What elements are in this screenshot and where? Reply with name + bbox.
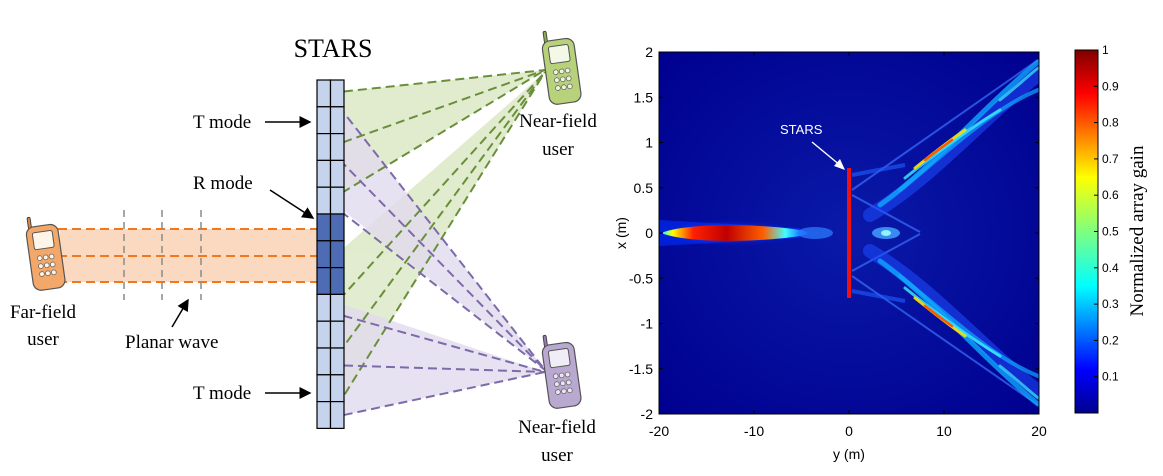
planar-wave-lines: [58, 228, 318, 283]
x-tick-label: 20: [1031, 423, 1047, 439]
stars-t-element: [329, 133, 345, 162]
near-field-user-bottom-line2: user: [541, 445, 573, 466]
colorbar-tick-label: 0.1: [1102, 370, 1119, 384]
near-field-user-bottom-line1: Near-field: [518, 417, 596, 438]
wavefront-lines: [123, 210, 202, 300]
y-tick-label: -1: [641, 316, 654, 332]
x-axis-label: y (m): [833, 446, 865, 462]
colorbar-tick-label: 0.7: [1102, 152, 1119, 166]
y-tick-label: 1: [645, 135, 653, 151]
colorbar-ticks: 1 0.9 0.8 0.7 0.6 0.5 0.4 0.3 0.2 0.1: [1094, 43, 1119, 384]
x-tick-label: -20: [649, 423, 669, 439]
upper-focus-bundle: [863, 59, 1039, 222]
stars-title: STARS: [294, 34, 373, 63]
y-tick-label: 0.5: [634, 180, 654, 196]
purple-beam-lines: [329, 94, 546, 419]
x-tick-label: -10: [744, 423, 764, 439]
heatmap-plot-area: [659, 52, 1039, 414]
colorbar-tick-label: 0.3: [1102, 297, 1119, 311]
phone-icon: [541, 30, 582, 105]
near-field-user-top-line2: user: [542, 139, 574, 160]
stars-r-element: [316, 267, 332, 296]
stars-t-element: [316, 186, 332, 215]
stars-t-element: [316, 106, 332, 135]
stars-t-element: [329, 320, 345, 349]
stars-t-element: [316, 320, 332, 349]
colorbar-tick-label: 0.6: [1102, 188, 1119, 202]
stars-surface: [316, 79, 345, 430]
phone-icon: [541, 334, 582, 409]
colorbar-tick-label: 0.2: [1102, 333, 1119, 347]
stars-t-element: [329, 347, 345, 376]
colorbar-label: Normalized array gain: [1127, 145, 1148, 316]
stars-t-element: [329, 401, 345, 430]
far-field-user-line2: user: [27, 329, 59, 350]
y-tick-label: -2: [641, 406, 654, 422]
stars-r-element: [329, 267, 345, 296]
colorbar-tick-label: 1: [1102, 43, 1109, 57]
colorbar-tick-label: 0.4: [1102, 261, 1119, 275]
lower-focus-bundle: [863, 244, 1039, 407]
phone-icon: [25, 216, 66, 291]
x-tick-label: 0: [845, 423, 853, 439]
near-field-user-top-line1: Near-field: [519, 111, 597, 132]
t-mode-bottom-label: T mode: [193, 383, 251, 404]
x-axis-ticks: -20 -10 0 10 20: [649, 52, 1047, 439]
green-beam-lines: [329, 69, 546, 419]
arrow-icon: [811, 141, 842, 167]
stars-t-element: [316, 79, 332, 108]
stars-t-element: [329, 186, 345, 215]
stars-r-element: [329, 240, 345, 269]
stars-t-element: [316, 159, 332, 188]
far-field-user-line1: Far-field: [10, 302, 77, 323]
stars-r-element: [316, 240, 332, 269]
arrow-icon: [171, 298, 189, 328]
stars-t-element: [316, 293, 332, 322]
y-tick-label: -1.5: [629, 361, 653, 377]
colorbar-tick-label: 0.9: [1102, 79, 1119, 93]
y-tick-label: 1.5: [634, 89, 654, 105]
y-axis-ticks: 2 1.5 1 0.5 0 -0.5 -1 -1.5 -2: [629, 44, 1039, 422]
stars-diagram: STARS: [10, 30, 597, 466]
stars-t-element: [316, 347, 332, 376]
stars-r-element: [329, 213, 345, 242]
colorbar-tick-label: 0.8: [1102, 116, 1119, 130]
stars-t-element: [329, 374, 345, 403]
stars-t-element: [316, 374, 332, 403]
stars-t-element: [329, 106, 345, 135]
y-tick-label: 2: [645, 44, 653, 60]
planar-wave-label: Planar wave: [125, 332, 218, 353]
t-mode-top-label: T mode: [193, 112, 251, 133]
side-lobes: [851, 163, 906, 303]
colorbar-tick-label: 0.5: [1102, 225, 1119, 239]
y-tick-label: -0.5: [629, 270, 653, 286]
stars-t-element: [316, 401, 332, 430]
stars-t-element: [329, 293, 345, 322]
stars-t-element: [329, 79, 345, 108]
r-mode-label: R mode: [193, 173, 253, 194]
stars-annotation: STARS: [780, 122, 823, 137]
y-tick-label: 0: [645, 225, 653, 241]
heatmap-chart: STARS -20 -10 0 10 20 21.510.50-0.5-1-1.5-2 …: [613, 43, 1148, 462]
stars-t-element: [329, 159, 345, 188]
arrow-icon: [269, 189, 315, 219]
x-tick-label: 10: [936, 423, 952, 439]
stars-r-element: [316, 213, 332, 242]
stars-t-element: [316, 133, 332, 162]
y-axis-label: x (m): [613, 217, 629, 249]
focused-beam: [661, 225, 808, 241]
